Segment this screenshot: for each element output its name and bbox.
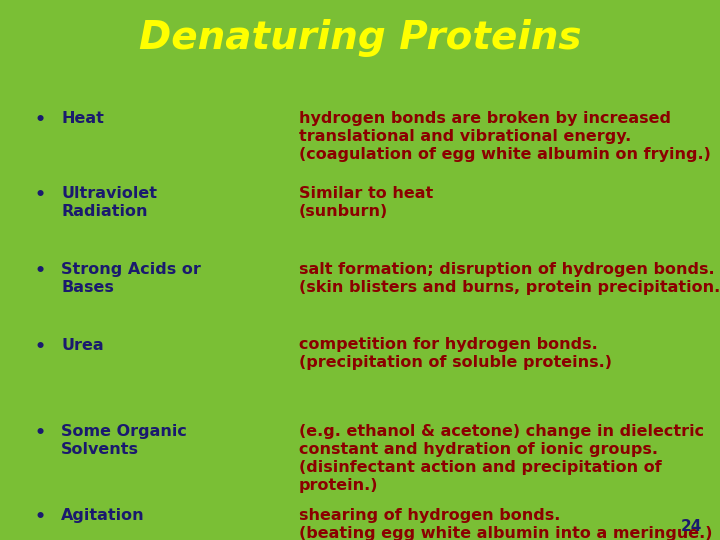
Text: •: • (34, 508, 45, 525)
Text: Agitation: Agitation (61, 508, 145, 523)
Text: Ultraviolet
Radiation: Ultraviolet Radiation (61, 186, 157, 219)
Text: competition for hydrogen bonds.
(precipitation of soluble proteins.): competition for hydrogen bonds. (precipi… (299, 338, 612, 370)
Text: •: • (34, 186, 45, 204)
Text: hydrogen bonds are broken by increased
translational and vibrational energy.
(co: hydrogen bonds are broken by increased t… (299, 111, 711, 161)
Text: •: • (34, 262, 45, 280)
Text: Urea: Urea (61, 338, 104, 353)
Text: Denaturing Proteins: Denaturing Proteins (139, 19, 581, 57)
Text: Heat: Heat (61, 111, 104, 126)
Text: •: • (34, 424, 45, 442)
Text: Similar to heat
(sunburn): Similar to heat (sunburn) (299, 186, 433, 219)
Text: Strong Acids or
Bases: Strong Acids or Bases (61, 262, 201, 295)
Text: (e.g. ethanol & acetone) change in dielectric
constant and hydration of ionic gr: (e.g. ethanol & acetone) change in diele… (299, 424, 704, 493)
Text: salt formation; disruption of hydrogen bonds.
(skin blisters and burns, protein : salt formation; disruption of hydrogen b… (299, 262, 720, 295)
Text: 24: 24 (680, 518, 702, 534)
Text: •: • (34, 111, 45, 129)
Text: shearing of hydrogen bonds.
(beating egg white albumin into a meringue.): shearing of hydrogen bonds. (beating egg… (299, 508, 712, 540)
Text: Some Organic
Solvents: Some Organic Solvents (61, 424, 187, 457)
Text: •: • (34, 338, 45, 355)
